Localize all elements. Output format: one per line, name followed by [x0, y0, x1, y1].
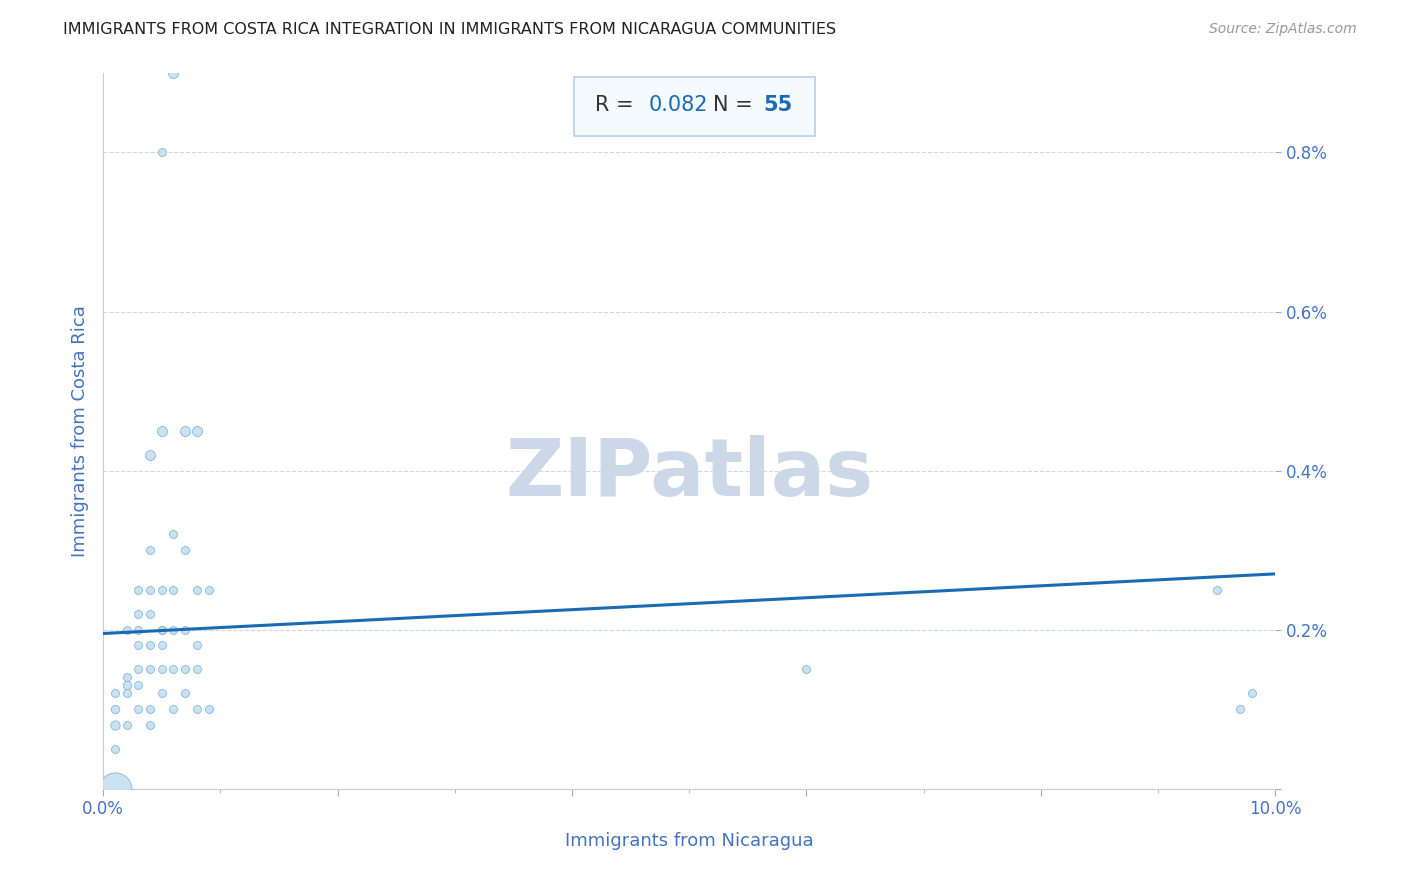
Point — [150, 686, 173, 700]
FancyBboxPatch shape — [574, 78, 814, 136]
Point — [174, 543, 197, 558]
Point — [115, 670, 138, 684]
Point — [127, 639, 149, 653]
Point — [162, 582, 184, 597]
Point — [1205, 582, 1227, 597]
Point — [186, 424, 208, 438]
Point — [796, 662, 818, 676]
Point — [150, 424, 173, 438]
Point — [150, 623, 173, 637]
Point — [186, 702, 208, 716]
Point — [115, 623, 138, 637]
Point — [186, 582, 208, 597]
Point — [1240, 686, 1263, 700]
Point — [115, 718, 138, 732]
Point — [127, 702, 149, 716]
Text: Source: ZipAtlas.com: Source: ZipAtlas.com — [1209, 22, 1357, 37]
Text: 0.082: 0.082 — [648, 95, 707, 115]
Point — [174, 623, 197, 637]
Point — [150, 582, 173, 597]
Text: 55: 55 — [763, 95, 793, 115]
Point — [104, 781, 127, 796]
Point — [139, 607, 162, 621]
Point — [127, 678, 149, 692]
Point — [150, 662, 173, 676]
Point — [139, 543, 162, 558]
Point — [1229, 702, 1251, 716]
Point — [150, 623, 173, 637]
Point — [139, 702, 162, 716]
Point — [127, 607, 149, 621]
Point — [139, 582, 162, 597]
Text: ZIPatlas: ZIPatlas — [505, 434, 873, 513]
Point — [197, 702, 219, 716]
Point — [115, 678, 138, 692]
Point — [197, 582, 219, 597]
X-axis label: Immigrants from Nicaragua: Immigrants from Nicaragua — [565, 832, 814, 850]
Point — [162, 662, 184, 676]
Point — [174, 662, 197, 676]
Point — [186, 639, 208, 653]
Y-axis label: Immigrants from Costa Rica: Immigrants from Costa Rica — [72, 305, 89, 557]
Point — [174, 686, 197, 700]
Point — [162, 702, 184, 716]
Point — [150, 639, 173, 653]
Point — [115, 686, 138, 700]
Text: IMMIGRANTS FROM COSTA RICA INTEGRATION IN IMMIGRANTS FROM NICARAGUA COMMUNITIES: IMMIGRANTS FROM COSTA RICA INTEGRATION I… — [63, 22, 837, 37]
Point — [127, 582, 149, 597]
Point — [139, 662, 162, 676]
Point — [162, 527, 184, 541]
Point — [162, 66, 184, 80]
Point — [139, 639, 162, 653]
Point — [127, 623, 149, 637]
Point — [104, 718, 127, 732]
Point — [162, 623, 184, 637]
Point — [127, 662, 149, 676]
Text: N =: N = — [713, 95, 759, 115]
Point — [104, 686, 127, 700]
Point — [104, 741, 127, 756]
Point — [139, 718, 162, 732]
Point — [174, 424, 197, 438]
Point — [186, 662, 208, 676]
Text: R =: R = — [596, 95, 641, 115]
Point — [139, 448, 162, 462]
Point — [104, 702, 127, 716]
Point — [150, 145, 173, 160]
